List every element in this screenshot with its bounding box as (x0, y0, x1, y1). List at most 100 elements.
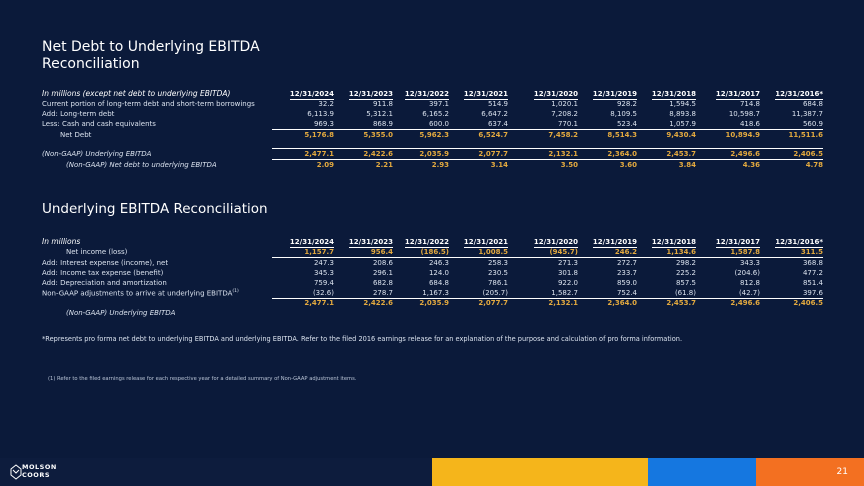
table-cell: 6,165.2 (422, 110, 449, 118)
column-header: 12/31/2017 (715, 89, 760, 100)
column-header: 12/31/2017 (715, 237, 760, 248)
table-cell: 560.9 (802, 120, 823, 128)
table-cell: 6,113.9 (307, 110, 334, 118)
table-cell: 759.4 (313, 279, 334, 287)
table-cell: 859.0 (616, 279, 637, 287)
footnote-marker: (1) (232, 289, 239, 295)
row-label: Add: Long-term debt (42, 110, 115, 118)
table-cell: 2,422.6 (334, 148, 393, 160)
table-cell: 2,077.7 (449, 298, 508, 317)
table-cell: 418.6 (739, 120, 760, 128)
table-cell: 271.3 (508, 257, 578, 268)
table-cell: 1,020.1 (551, 100, 578, 108)
table-cell: 2,077.7 (449, 148, 508, 160)
table-cell: 2.93 (393, 159, 449, 170)
table-header-label: In millions (except net debt to underlyi… (42, 89, 231, 98)
spacer-row (42, 140, 823, 149)
table-cell: 4.78 (760, 159, 823, 170)
table-cell: 2,422.6 (334, 298, 393, 317)
table-cell: 7,458.2 (508, 129, 578, 140)
table-cell: 5,962.3 (393, 129, 449, 140)
row-label: Non-GAAP adjustments to arrive at underl… (42, 289, 239, 298)
table-cell: 311.5 (800, 248, 823, 256)
table-cell: 851.4 (802, 279, 823, 287)
footer-bar-orange-segment (756, 458, 864, 486)
title-line-2: Reconciliation (42, 56, 140, 72)
table-cell: 922.0 (557, 279, 578, 287)
row-label: Less: Cash and cash equivalents (42, 120, 156, 129)
table-cell: 1,587.8 (730, 248, 760, 256)
table-cell: 32.2 (318, 100, 334, 108)
table-cell: 345.3 (313, 269, 334, 277)
underlying-ebitda-row: (Non-GAAP) Underlying EBITDA 2,477.1 2,422… (42, 298, 823, 317)
table-cell: 298.2 (637, 257, 696, 268)
column-header: 12/31/2018 (651, 89, 696, 100)
table-cell: 477.2 (802, 269, 823, 277)
table-header-row: In millions 12/31/2024 12/31/2023 12/31/202… (42, 236, 823, 248)
company-logo-text: MOLSON COORS (22, 463, 57, 479)
row-label: (Non-GAAP) Underlying EBITDA (42, 150, 152, 158)
column-header: 12/31/2023 (348, 89, 393, 100)
table-cell: 2,132.1 (508, 298, 578, 317)
table-cell: 5,176.8 (272, 129, 334, 140)
column-header: 12/31/2020 (533, 89, 578, 100)
table-header-row: In millions (except net debt to underlyi… (42, 88, 823, 100)
table-row: Add: Interest expense (income), net 247.3… (42, 257, 823, 268)
table-cell: 124.0 (428, 269, 449, 277)
title-line-1: Net Debt to Underlying EBITDA (42, 39, 260, 55)
column-header: 12/31/2016* (775, 237, 823, 248)
table-cell: 225.2 (675, 269, 696, 277)
table-cell: (204.6) (734, 269, 760, 277)
molson-coors-logo-icon (10, 464, 22, 480)
row-label: Net income (loss) (66, 248, 128, 257)
table-cell: 397.6 (802, 289, 823, 297)
table-cell: 5,312.1 (366, 110, 393, 118)
table-cell: 2,496.6 (696, 148, 760, 160)
table-cell: 230.5 (487, 269, 508, 277)
logo-line-2: COORS (22, 470, 51, 479)
row-label: Net Debt (60, 130, 92, 139)
table-cell: 523.4 (616, 120, 637, 128)
net-income-row: Net income (loss) 1,157.7 956.4 (186.5) 1,00… (42, 247, 823, 258)
table-cell: 8,893.8 (669, 110, 696, 118)
table-cell: 246.2 (614, 248, 637, 256)
table-cell: 3.50 (508, 159, 578, 170)
table-cell: 6,524.7 (449, 129, 508, 140)
net-debt-row: Net Debt 5,176.8 5,355.0 5,962.3 6,524.7 7,45… (42, 129, 823, 140)
column-header: 12/31/2016* (775, 89, 823, 100)
table-cell: 682.8 (372, 279, 393, 287)
table-cell: 258.3 (449, 257, 508, 268)
table-cell: 786.1 (487, 279, 508, 287)
table-cell: 3.84 (637, 159, 696, 170)
table-cell: 969.3 (313, 120, 334, 128)
table-row: Add: Depreciation and amortization 759.4 6… (42, 278, 823, 288)
table-cell: 2,035.9 (393, 148, 449, 160)
table-cell: 1,057.9 (669, 120, 696, 128)
table-cell: 208.6 (334, 257, 393, 268)
table-cell: 301.8 (557, 269, 578, 277)
table-cell: 1,582.7 (551, 289, 578, 297)
table-cell: 928.2 (616, 100, 637, 108)
table-cell: 6,647.2 (481, 110, 508, 118)
table-cell: 2,496.6 (696, 298, 760, 317)
logo-line-1: MOLSON (22, 463, 57, 471)
table-cell: 10,894.9 (696, 129, 760, 140)
row-label: Add: Interest expense (income), net (42, 258, 169, 267)
table-cell: 2,453.7 (637, 298, 696, 317)
table-cell: (61.8) (674, 289, 696, 297)
pro-forma-note: *Represents pro forma net debt to underl… (42, 335, 683, 343)
table-row: Less: Cash and cash equivalents 969.3 868.… (42, 119, 823, 130)
table-cell: 2,132.1 (508, 148, 578, 160)
table-cell: (42.7) (738, 289, 760, 297)
table-cell: 278.7 (372, 289, 393, 297)
table-cell: (205.7) (482, 289, 508, 297)
table-cell: 246.3 (393, 257, 449, 268)
table-cell: 8,514.3 (578, 129, 637, 140)
table-cell: 247.3 (272, 257, 334, 268)
column-header: 12/31/2022 (404, 89, 449, 100)
table-cell: 600.0 (428, 120, 449, 128)
footer-bar-blue-segment (648, 458, 756, 486)
column-header: 12/31/2023 (348, 237, 393, 248)
table-cell: 296.1 (372, 269, 393, 277)
column-header: 12/31/2022 (404, 237, 449, 248)
